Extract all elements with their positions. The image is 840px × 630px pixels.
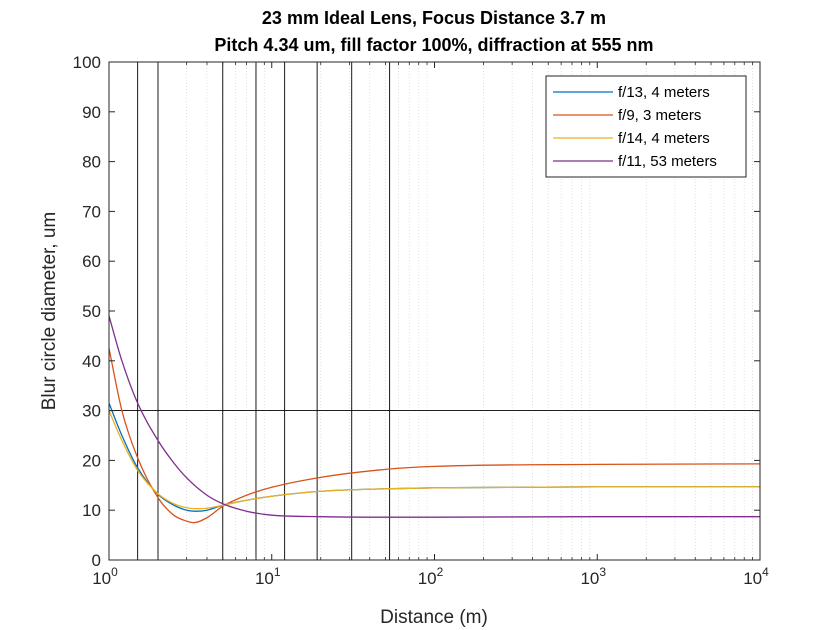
legend-box xyxy=(545,75,747,178)
x-tick-exponent: 1 xyxy=(274,565,281,579)
legend: f/13, 4 meters f/9, 3 meters f/14, 4 meter… xyxy=(545,75,747,178)
x-tick-base: 10 xyxy=(580,569,599,588)
y-tick-label: 40 xyxy=(82,352,101,371)
x-tick-base: 10 xyxy=(92,569,111,588)
x-axis-label: Distance (m) xyxy=(380,607,488,628)
x-tick-label: 104 xyxy=(743,565,769,588)
legend-label-3: f/14, 4 meters xyxy=(618,130,710,147)
y-tick-label: 10 xyxy=(82,501,101,520)
y-tick-label: 20 xyxy=(82,451,101,470)
y-tick-label: 0 xyxy=(92,551,101,570)
legend-label-1: f/13, 4 meters xyxy=(618,84,710,101)
x-tick-base: 10 xyxy=(255,569,274,588)
legend-label-4: f/11, 53 meters xyxy=(618,153,717,170)
y-tick-label: 50 xyxy=(82,302,101,321)
x-tick-label: 101 xyxy=(255,565,281,588)
series-layer xyxy=(108,315,761,524)
x-tick-exponent: 2 xyxy=(437,565,444,579)
series-line-3 xyxy=(108,410,760,510)
series-line-4 xyxy=(108,315,760,518)
x-tick-base: 10 xyxy=(743,569,762,588)
x-tick-exponent: 3 xyxy=(599,565,606,579)
x-tick-exponent: 4 xyxy=(762,565,769,579)
y-tick-label: 100 xyxy=(73,53,101,72)
x-tick-label: 102 xyxy=(418,565,444,588)
y-tick-label: 60 xyxy=(82,252,101,271)
chart-title-line-2: Pitch 4.34 um, fill factor 100%, diffrac… xyxy=(214,35,653,55)
x-tick-base: 10 xyxy=(418,569,437,588)
legend-label-2: f/9, 3 meters xyxy=(618,107,701,124)
y-tick-label: 80 xyxy=(82,153,101,172)
y-tick-labels: 0 10 20 30 40 50 60 70 80 90 100 xyxy=(73,53,101,570)
y-axis-label: Blur circle diameter, um xyxy=(39,212,60,411)
y-tick-label: 30 xyxy=(82,402,101,421)
x-tick-label: 100 xyxy=(92,565,118,588)
tick-marks xyxy=(108,61,761,561)
reference-lines xyxy=(109,62,760,560)
grid-layer xyxy=(157,62,753,560)
y-tick-label: 70 xyxy=(82,202,101,221)
x-tick-exponent: 0 xyxy=(111,565,118,579)
chart-title-line-1: 23 mm Ideal Lens, Focus Distance 3.7 m xyxy=(262,8,606,28)
y-tick-label: 90 xyxy=(82,103,101,122)
x-tick-label: 103 xyxy=(580,565,606,588)
x-tick-labels: 100 101 102 103 104 xyxy=(92,565,769,588)
